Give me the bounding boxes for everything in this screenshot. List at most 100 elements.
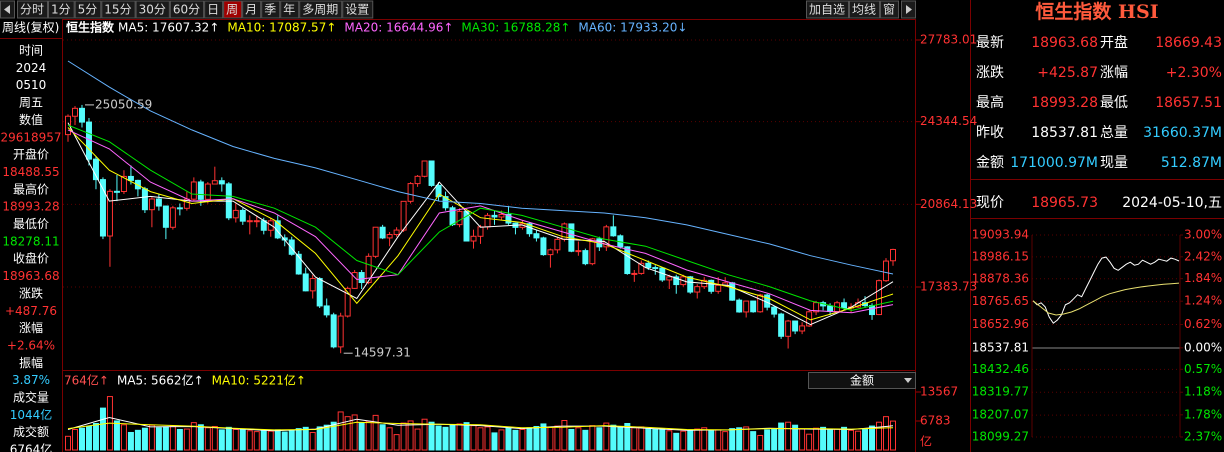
toolbar-button[interactable] xyxy=(880,0,900,19)
quote-label: 最新 xyxy=(976,35,1004,51)
next-arrow xyxy=(906,5,912,14)
candle-body xyxy=(645,262,652,269)
volume-bar xyxy=(589,425,596,451)
toolbar-button[interactable] xyxy=(223,0,243,19)
candle-body xyxy=(253,220,260,223)
quote-label: 最高 xyxy=(976,94,1004,111)
period: 周线(复权) xyxy=(2,21,59,35)
volume-bar xyxy=(687,429,694,451)
annotation: 25050.59 xyxy=(95,97,152,111)
y2-tick-label: 0.57% xyxy=(1184,362,1222,376)
volume-bar xyxy=(232,428,239,451)
toolbar-button[interactable] xyxy=(299,0,343,19)
toolbar-button[interactable] xyxy=(135,0,170,19)
toolbar-button[interactable] xyxy=(280,0,300,19)
candle-body xyxy=(484,214,491,228)
quote-label: 涨幅 xyxy=(1100,65,1128,81)
candle-body xyxy=(540,237,547,256)
toolbar-item[interactable]: 年 xyxy=(283,3,295,17)
toolbar-button[interactable] xyxy=(48,0,75,19)
toolbar-item[interactable]: 多周期 xyxy=(302,3,338,17)
volume-bar xyxy=(617,426,624,451)
candle-body xyxy=(729,282,736,301)
candle-body xyxy=(603,226,610,248)
quote-label: 涨跌 xyxy=(976,65,1004,81)
volume-bar xyxy=(512,429,519,451)
candle-body xyxy=(687,276,694,293)
candle-body xyxy=(274,220,281,239)
toolbar-item[interactable]: 1分 xyxy=(51,3,71,17)
quote-value: +2.30% xyxy=(1166,65,1222,81)
candle-body xyxy=(113,190,120,193)
toolbar-item[interactable]: 60分 xyxy=(173,3,200,17)
volume-bar xyxy=(778,422,785,451)
toolbar-button[interactable] xyxy=(204,0,224,19)
candle-body xyxy=(120,175,127,193)
info-text: 2024 xyxy=(16,61,47,75)
y2-tick-label: 1.18% xyxy=(1184,385,1222,399)
volume-bar xyxy=(652,428,659,451)
volume-bar xyxy=(764,429,771,451)
quote-value: 18993.28 xyxy=(1031,95,1098,111)
info-text: 1044亿 xyxy=(10,407,53,422)
volume-frame xyxy=(62,370,916,452)
volume-bar xyxy=(855,430,862,451)
toolbar-button[interactable] xyxy=(849,0,881,19)
y-tick-label: 18765.65 xyxy=(972,294,1029,308)
volume-bar xyxy=(470,425,477,451)
candle-body xyxy=(652,267,659,270)
toolbar-item[interactable]: 周 xyxy=(226,3,238,17)
candle-body xyxy=(575,250,582,253)
candle-body xyxy=(624,246,631,275)
selector[interactable] xyxy=(808,372,916,389)
candle-body xyxy=(610,226,617,237)
toolbar-item[interactable]: 5分 xyxy=(78,3,98,17)
toolbar-item[interactable]: 15分 xyxy=(104,3,131,17)
toolbar-item[interactable]: 窗 xyxy=(883,3,895,17)
toolbar-button[interactable] xyxy=(261,0,281,19)
toolbar-button[interactable] xyxy=(169,0,205,19)
toolbar-item[interactable]: 30分 xyxy=(139,3,166,17)
volume-bar xyxy=(659,428,666,451)
toolbar-item[interactable]: 季 xyxy=(264,3,276,17)
volume-bar xyxy=(561,420,568,451)
volume-bar xyxy=(218,429,225,451)
candle-body xyxy=(351,272,358,289)
info-text: +487.76 xyxy=(5,304,57,318)
y-tick-label: 18878.36 xyxy=(972,271,1029,285)
toolbar-button[interactable] xyxy=(242,0,262,19)
volume-bar xyxy=(134,429,141,451)
toolbar-item[interactable]: 设置 xyxy=(345,3,369,17)
volume-bar xyxy=(449,424,456,451)
candle-body xyxy=(442,196,449,209)
legend-item: MA5: 5662亿↑ xyxy=(117,373,204,388)
candle-body xyxy=(365,255,372,284)
candle-body xyxy=(162,205,169,228)
candle-body xyxy=(197,181,204,200)
candle-body xyxy=(169,207,176,228)
volume-bar xyxy=(799,428,806,451)
volume-bar xyxy=(729,428,736,451)
toolbar-item[interactable]: 月 xyxy=(245,3,257,17)
toolbar-item[interactable]: 加自选 xyxy=(809,3,845,17)
toolbar-button[interactable] xyxy=(806,0,850,19)
toolbar-item[interactable]: 分时 xyxy=(20,3,44,17)
toolbar-button[interactable] xyxy=(101,0,136,19)
candle-body xyxy=(785,320,792,337)
toolbar-item[interactable]: 均线 xyxy=(852,3,876,17)
volume-bar xyxy=(701,427,708,451)
candle-body xyxy=(771,306,778,315)
volume-bar xyxy=(225,426,232,451)
candle-body xyxy=(400,200,407,231)
toolbar-button[interactable] xyxy=(342,0,374,19)
volume-bar xyxy=(239,428,246,451)
toolbar-button[interactable] xyxy=(74,0,102,19)
volume-bar xyxy=(638,426,645,451)
toolbar-button[interactable] xyxy=(17,0,49,19)
volume-bar xyxy=(645,428,652,451)
volume-bar xyxy=(372,414,379,451)
toolbar-item[interactable]: 日 xyxy=(207,3,219,17)
legend-item: MA20: 16644.96↑ xyxy=(344,21,453,35)
y-tick-label: 18207.07 xyxy=(972,408,1029,422)
